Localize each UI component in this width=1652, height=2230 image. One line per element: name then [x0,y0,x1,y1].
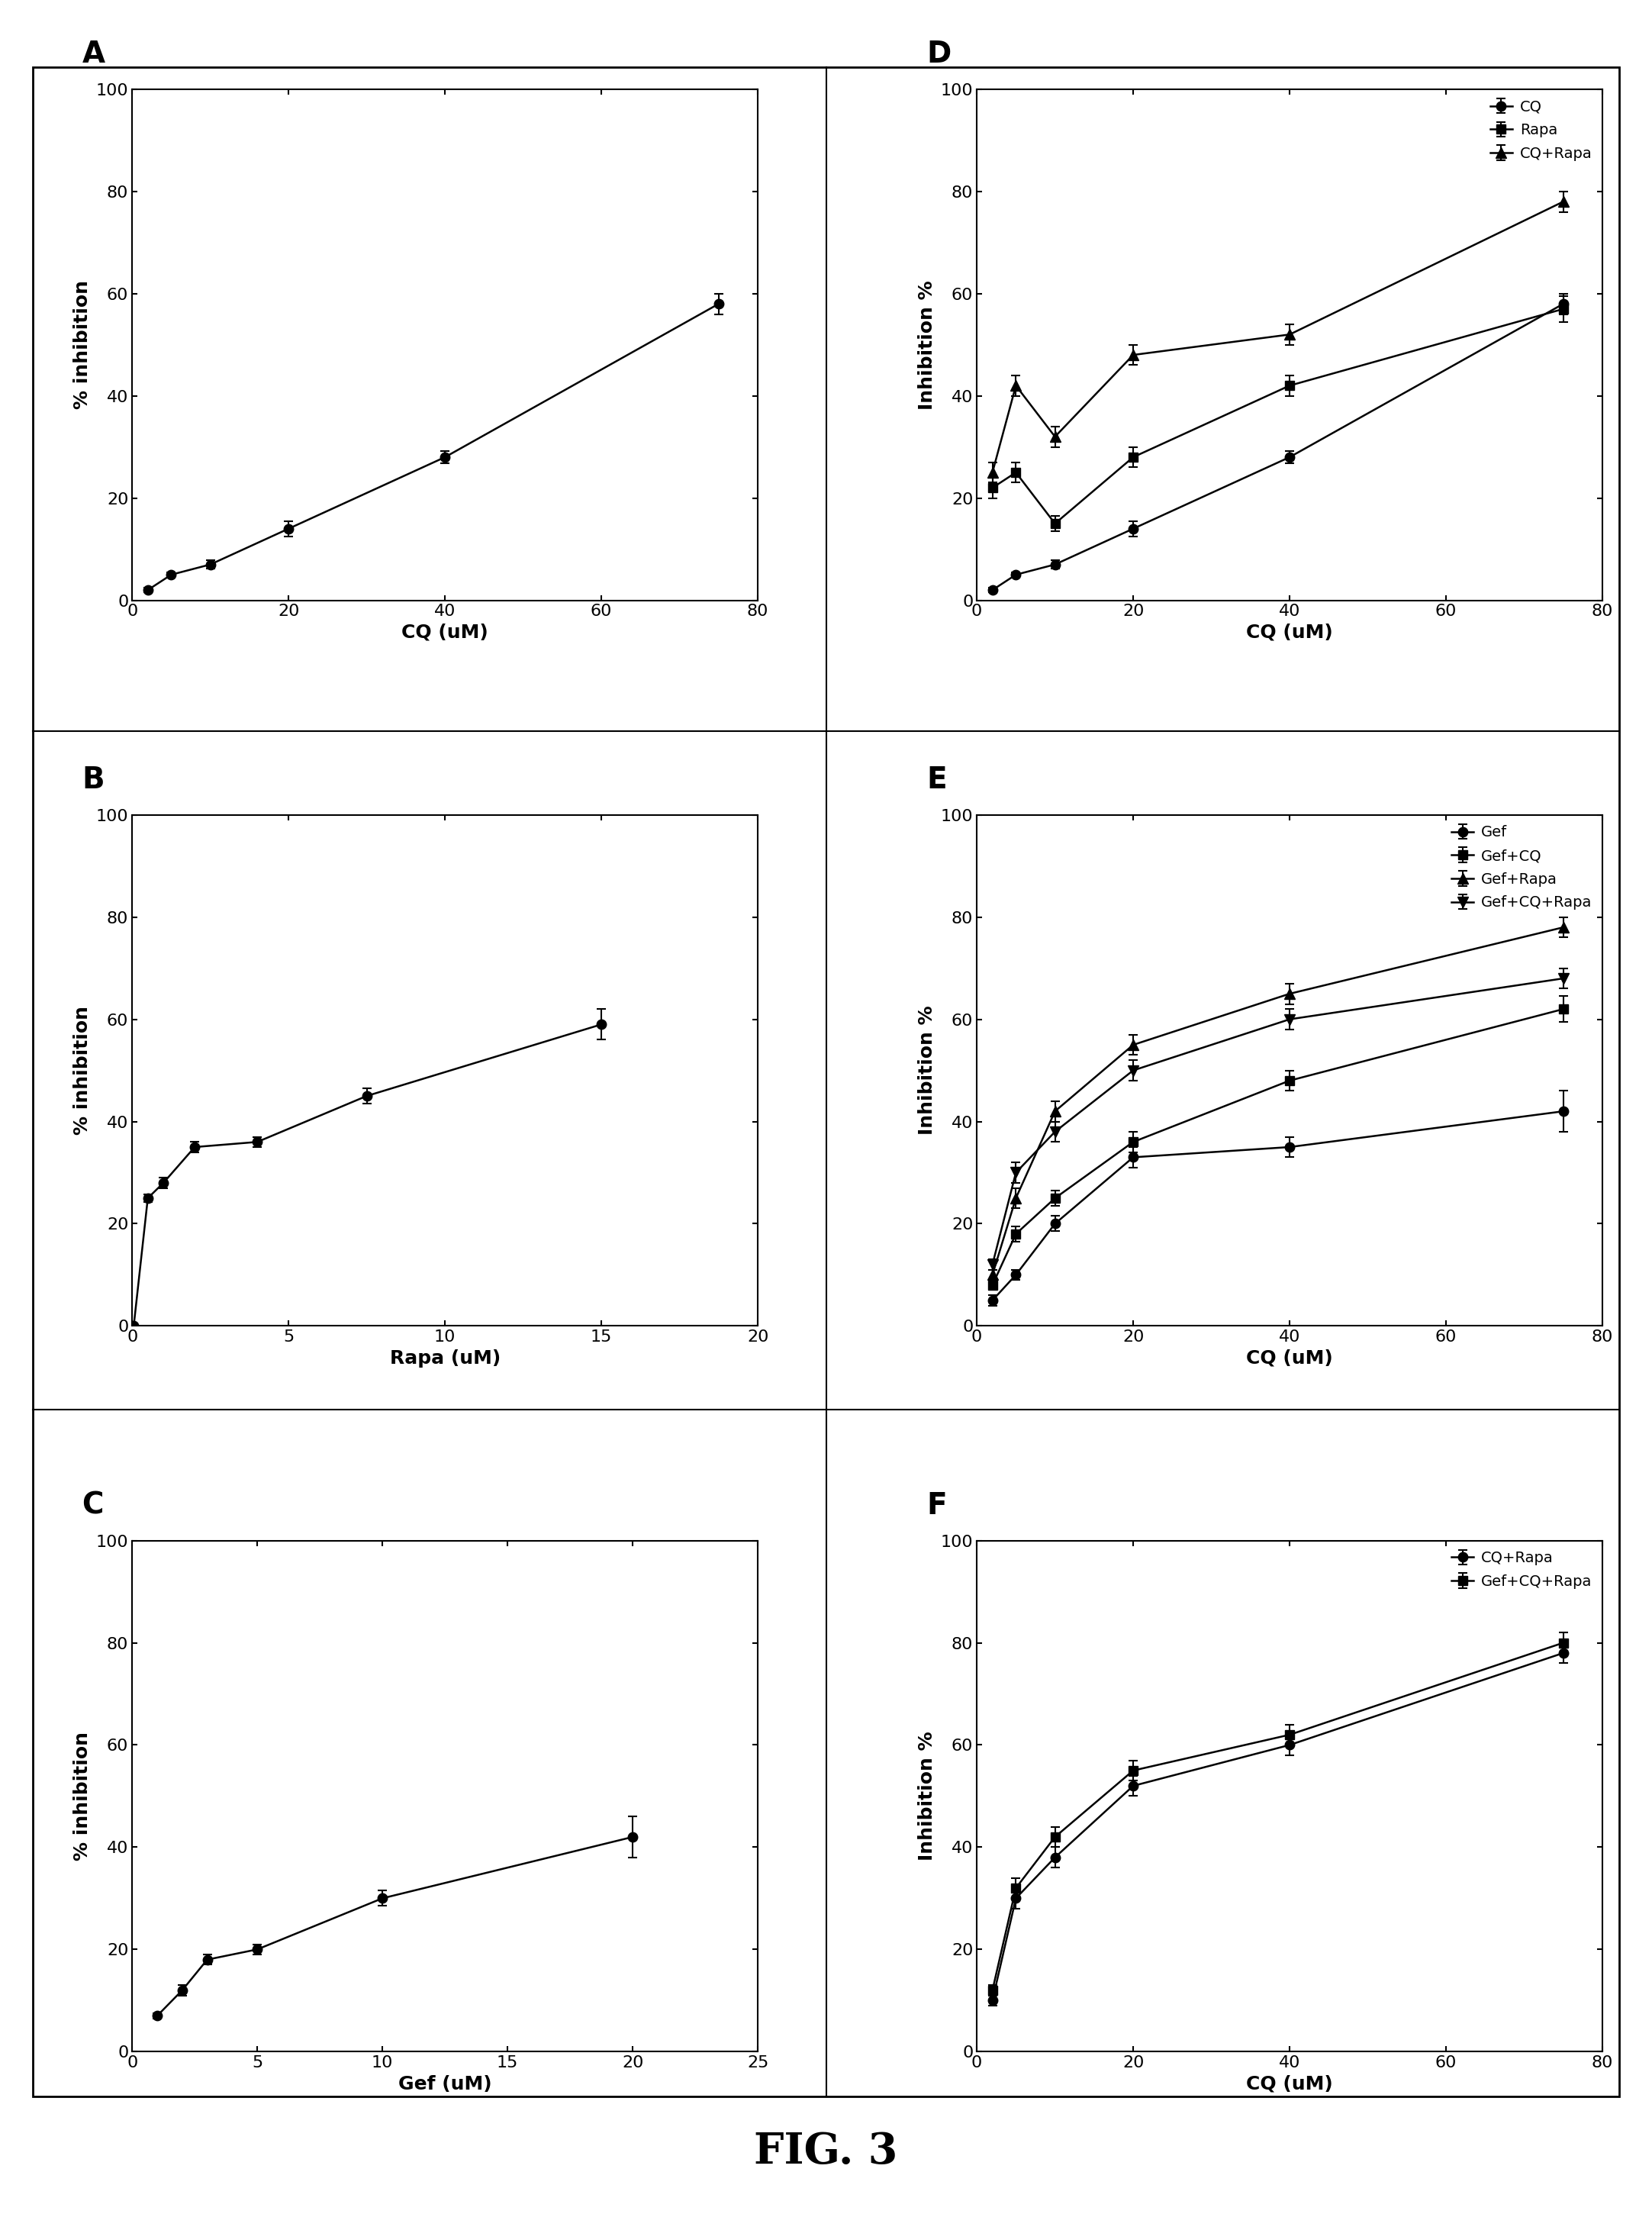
Text: D: D [927,40,952,69]
Legend: CQ+Rapa, Gef+CQ+Rapa: CQ+Rapa, Gef+CQ+Rapa [1446,1545,1597,1594]
Text: A: A [83,40,106,69]
Y-axis label: % inhibition: % inhibition [73,1730,93,1860]
X-axis label: Rapa (uM): Rapa (uM) [390,1349,501,1367]
X-axis label: Gef (uM): Gef (uM) [398,2074,492,2094]
Text: FIG. 3: FIG. 3 [755,2132,897,2172]
Text: F: F [927,1492,947,1521]
Y-axis label: Inhibition %: Inhibition % [919,1006,937,1135]
Text: B: B [83,765,104,794]
X-axis label: CQ (uM): CQ (uM) [1246,624,1333,642]
Text: E: E [927,765,947,794]
X-axis label: CQ (uM): CQ (uM) [401,624,489,642]
X-axis label: CQ (uM): CQ (uM) [1246,2074,1333,2094]
Text: C: C [83,1492,104,1521]
X-axis label: CQ (uM): CQ (uM) [1246,1349,1333,1367]
Legend: CQ, Rapa, CQ+Rapa: CQ, Rapa, CQ+Rapa [1483,94,1597,167]
Legend: Gef, Gef+CQ, Gef+Rapa, Gef+CQ+Rapa: Gef, Gef+CQ, Gef+Rapa, Gef+CQ+Rapa [1446,818,1597,917]
Y-axis label: Inhibition %: Inhibition % [919,281,937,410]
Y-axis label: % inhibition: % inhibition [73,1006,93,1135]
Y-axis label: Inhibition %: Inhibition % [919,1730,937,1860]
Y-axis label: % inhibition: % inhibition [73,281,93,410]
